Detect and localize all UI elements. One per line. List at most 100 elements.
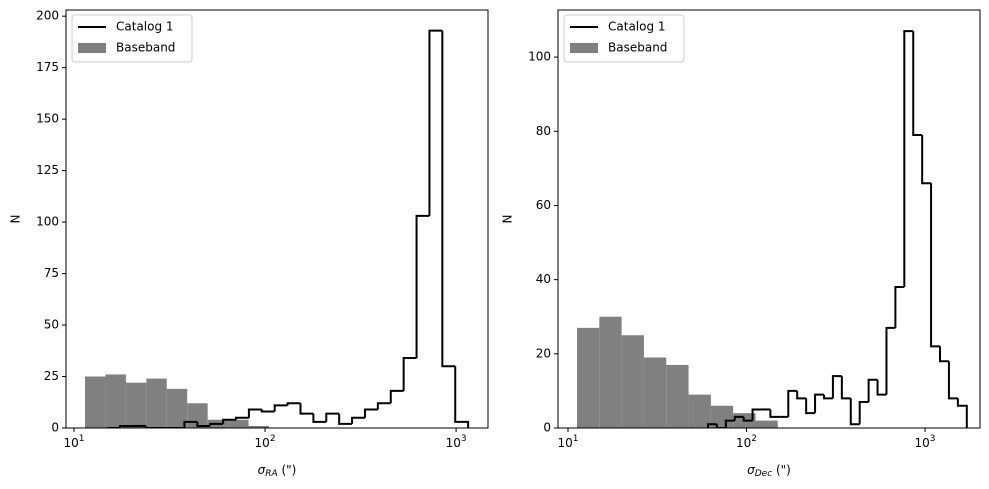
step-segment (299, 403, 314, 415)
bar (85, 376, 106, 428)
step-segment (921, 134, 932, 185)
step-segment (822, 394, 833, 400)
legend-label: Catalog 1 (608, 20, 666, 34)
x-label-sub: RA (265, 469, 277, 479)
y-tick-label: 0 (51, 421, 59, 435)
bar (621, 335, 644, 428)
bar (576, 327, 600, 428)
step-segment (867, 378, 878, 403)
step-segment (876, 379, 887, 396)
legend-label: Baseband (116, 41, 175, 55)
step-segment (858, 401, 869, 425)
bar (166, 388, 188, 428)
y-tick-label: 80 (536, 124, 551, 138)
x-tick-label: 101 (557, 434, 578, 450)
step-segment (286, 402, 301, 406)
bar (228, 419, 249, 428)
bar (105, 374, 126, 428)
x-tick-exp: 1 (79, 434, 85, 444)
step-segment (325, 412, 340, 422)
y-tick-label: 200 (36, 9, 59, 23)
x-tick-exp: 3 (930, 434, 936, 444)
step-segment (724, 419, 735, 428)
step-segment (903, 30, 914, 288)
step-segment (805, 398, 816, 415)
step-segment (947, 361, 958, 400)
x-axis-label: σRA (") (258, 463, 297, 479)
x-tick-label: 102 (255, 434, 276, 450)
step-segment (376, 402, 391, 410)
step-segment (814, 393, 824, 414)
bar (755, 420, 778, 428)
step-segment (939, 346, 949, 363)
x-tick-label: 101 (63, 434, 84, 450)
step-segment (247, 408, 262, 418)
x-label-rest: (") (278, 463, 297, 477)
x-tick-base: 10 (446, 436, 461, 450)
x-tick-exp: 3 (461, 434, 467, 444)
plot-area (576, 30, 968, 428)
step-segment (338, 413, 353, 425)
step-segment (209, 422, 224, 426)
y-tick-label: 175 (36, 60, 59, 74)
x-tick-label: 103 (446, 434, 467, 450)
step-segment (273, 404, 288, 412)
step-segment (118, 424, 133, 428)
y-tick-label: 100 (36, 215, 59, 229)
x-tick-base: 10 (915, 436, 930, 450)
legend-label: Baseband (608, 41, 667, 55)
step-segment (831, 375, 842, 399)
step-segment (144, 425, 159, 428)
step-segment (196, 421, 211, 427)
y-tick-label: 20 (536, 346, 551, 360)
step-segment (183, 420, 198, 428)
axes-frame (557, 9, 981, 429)
x-tick-base: 10 (557, 436, 572, 450)
step-segment (454, 366, 470, 428)
step-segment (912, 31, 923, 136)
y-tick-label: 150 (36, 112, 59, 126)
step-segment (441, 30, 456, 368)
step-segment (389, 389, 404, 404)
x-tick-exp: 2 (270, 434, 276, 444)
legend-label: Catalog 1 (116, 20, 174, 34)
y-tick-label: 75 (44, 266, 59, 280)
step-segment (787, 389, 798, 417)
step-segment (894, 286, 905, 328)
legend-swatch (570, 43, 598, 53)
step-segment (351, 416, 365, 424)
y-tick-label: 60 (536, 198, 551, 212)
x-label-main: σ (747, 463, 755, 477)
step-segment (796, 390, 807, 400)
bar (146, 378, 167, 428)
bar (125, 382, 147, 428)
step-segment (312, 413, 327, 423)
x-label-rest: (") (772, 463, 791, 477)
step-segment (751, 408, 762, 421)
step-segment (840, 376, 851, 400)
bar (688, 394, 711, 428)
y-tick-label: 25 (44, 369, 59, 383)
x-tick-base: 10 (255, 436, 270, 450)
x-tick-exp: 1 (573, 434, 579, 444)
axes-frame (65, 9, 489, 429)
step-segment (742, 416, 753, 422)
bar (710, 405, 734, 428)
x-tick-base: 10 (63, 436, 78, 450)
step-segment (769, 409, 780, 418)
step-segment (402, 356, 417, 391)
step-segment (235, 416, 249, 420)
bar (643, 357, 667, 428)
x-tick-label: 102 (736, 434, 757, 450)
x-tick-exp: 2 (751, 434, 757, 444)
step-segment (706, 423, 717, 428)
y-tick-label: 40 (536, 272, 551, 286)
step-segment (428, 29, 443, 216)
y-tick-label: 100 (528, 50, 551, 64)
step-segment (930, 183, 941, 348)
plot-area (85, 29, 470, 428)
y-axis-label: N (9, 215, 23, 224)
y-tick-label: 125 (36, 163, 59, 177)
